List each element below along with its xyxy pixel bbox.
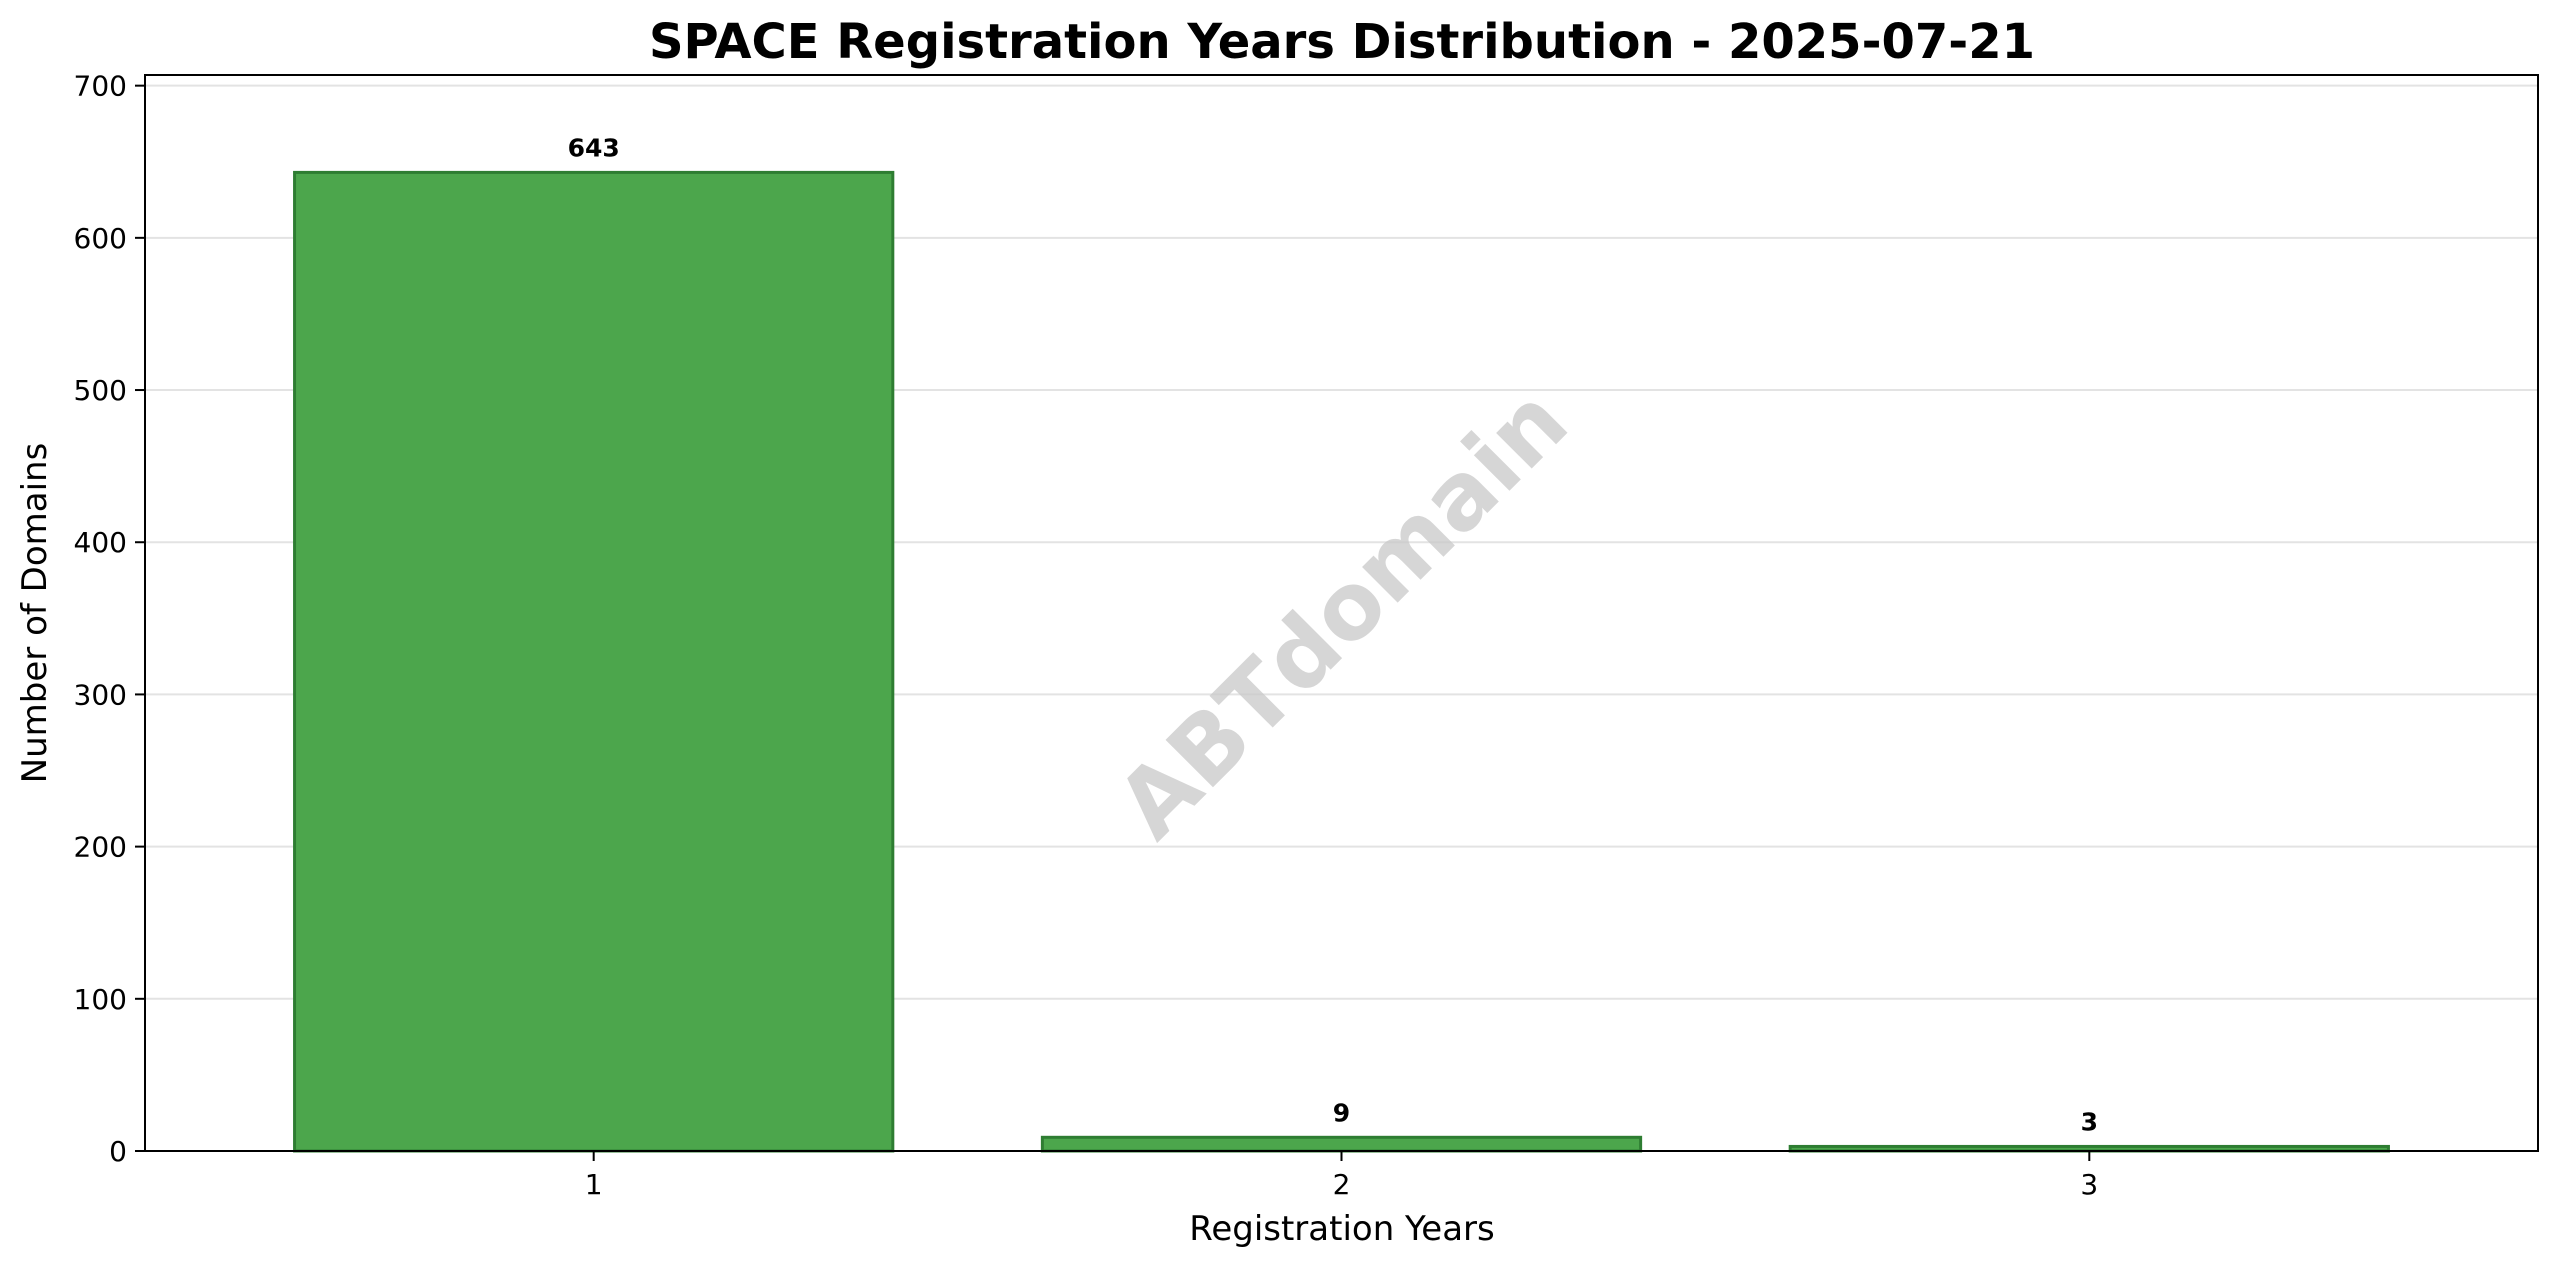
x-axis-ticks: 1 2 3 xyxy=(585,1151,2098,1201)
y-tick-label: 400 xyxy=(74,526,127,559)
y-tick-label: 600 xyxy=(74,222,127,255)
x-tick-label: 3 xyxy=(2080,1168,2098,1201)
y-tick-label: 200 xyxy=(74,831,127,864)
x-axis-label: Registration Years xyxy=(1189,1209,1495,1249)
chart-title: SPACE Registration Years Distribution - … xyxy=(649,14,2035,70)
watermark-text: ABTdomain xyxy=(1097,368,1589,860)
y-tick-label: 100 xyxy=(74,983,127,1016)
bar-value-label: 3 xyxy=(2081,1107,2098,1136)
y-tick-label: 700 xyxy=(74,70,127,103)
y-axis-label: Number of Domains xyxy=(15,443,55,784)
x-tick-label: 2 xyxy=(1333,1168,1351,1201)
bar-value-label: 643 xyxy=(568,133,620,162)
y-tick-label: 300 xyxy=(74,678,127,711)
bar xyxy=(293,170,895,1153)
bar xyxy=(1040,1135,1643,1153)
bar-value-label: 9 xyxy=(1333,1098,1350,1127)
y-tick-label: 0 xyxy=(109,1135,127,1168)
data-labels: 643 9 3 xyxy=(568,133,2098,1136)
y-axis-ticks: 0 100 200 300 400 500 600 700 xyxy=(74,70,145,1168)
watermark: ABTdomain xyxy=(1097,368,1589,860)
x-tick-label: 1 xyxy=(585,1168,603,1201)
y-tick-label: 500 xyxy=(74,374,127,407)
